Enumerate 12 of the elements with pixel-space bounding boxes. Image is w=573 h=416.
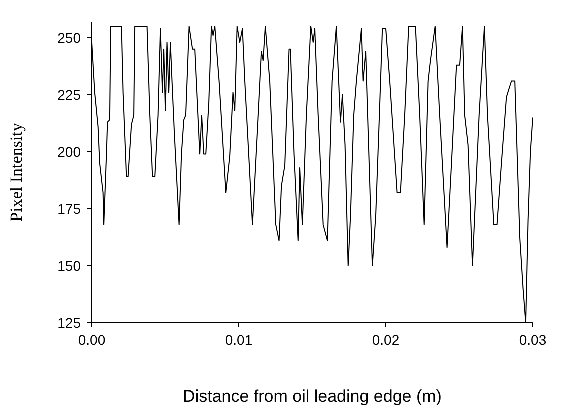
x-tick-label: 0.01: [225, 332, 253, 348]
x-tick-label: 0.00: [78, 332, 106, 348]
y-tick-label: 225: [58, 86, 82, 103]
y-axis-title: Pixel Intensity: [7, 122, 26, 222]
y-tick-label: 250: [58, 30, 82, 46]
y-tick-label: 125: [58, 314, 82, 331]
x-tick-label: 0.02: [372, 332, 400, 348]
y-tick-label: 150: [58, 258, 82, 274]
y-tick-label: 175: [58, 200, 82, 217]
x-tick-label: 0.03: [519, 332, 547, 348]
y-tick-label: 200: [58, 144, 82, 160]
x-axis-title: Distance from oil leading edge (m): [183, 387, 442, 406]
